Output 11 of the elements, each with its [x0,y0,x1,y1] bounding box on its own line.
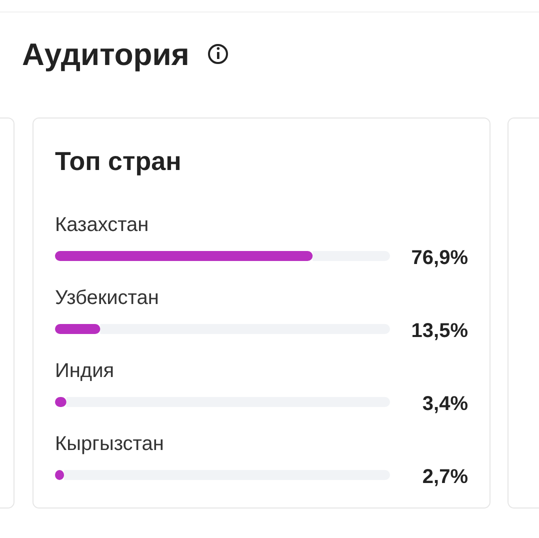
data-label: 3,4% [422,393,468,415]
y-tick-label: Индия [55,360,114,382]
data-label: 76,9% [411,247,468,269]
chart-subtitle: Топ стран [55,146,182,176]
data-label: 2,7% [422,466,468,488]
y-tick-label: Узбекистан [55,287,159,309]
y-tick-label: Кыргызстан [55,433,164,455]
chart-title: Аудитория [22,37,190,72]
y-tick-label: Казахстан [55,214,149,236]
data-label: 13,5% [411,320,468,342]
bar [55,324,100,334]
